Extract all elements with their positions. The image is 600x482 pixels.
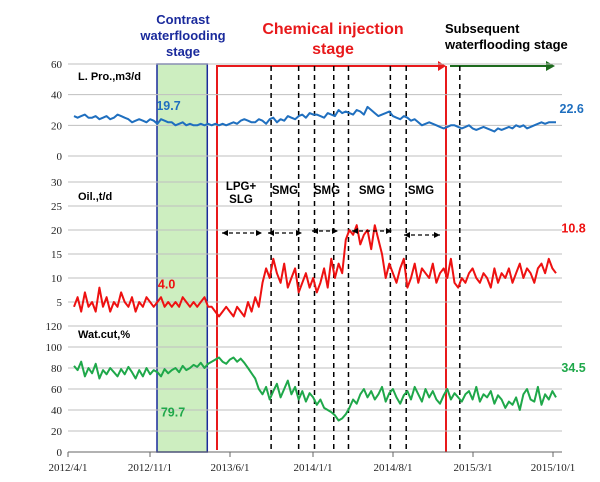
contrast-stage-title-line1: Contrast [156, 12, 210, 27]
y-tick-label: 10 [51, 273, 63, 285]
arrowhead [434, 232, 440, 238]
arrowhead [312, 228, 318, 234]
y-tick-label: 20 [51, 120, 63, 132]
series-line-liquid [73, 105, 556, 133]
contrast-stage-title-line3: stage [166, 44, 200, 59]
y-tick-label: 25 [51, 201, 63, 213]
arrowhead [256, 230, 262, 236]
x-tick-label: 2012/4/1 [48, 462, 87, 474]
arrowhead [268, 230, 274, 236]
subsequent-stage-title-line2: waterflooding stage [444, 37, 568, 52]
chemical-stage-title-line2: stage [312, 41, 354, 58]
arrowhead [296, 230, 302, 236]
series-line-watcut [73, 356, 557, 422]
arrowhead [386, 228, 392, 234]
contrast-stage-title-line2: waterflooding [139, 28, 225, 43]
panel-label-liquid: L. Pro.,m3/d [78, 71, 141, 83]
arrowhead [352, 228, 358, 234]
y-tick-label: 5 [57, 297, 63, 309]
dashed-marker-lines [270, 66, 461, 452]
segment-label-lpg-line2: SLG [229, 194, 253, 206]
segment-label-smg-3: SMG [359, 185, 385, 197]
y-tick-label: 120 [46, 321, 63, 333]
segment-arrowheads [222, 228, 440, 238]
y-tick-label: 15 [51, 249, 63, 261]
arrowhead [332, 228, 338, 234]
subsequent-stage-arrowhead [546, 61, 555, 71]
y-tick-label: 60 [51, 59, 63, 71]
value-label: 4.0 [158, 278, 175, 292]
value-label: 10.8 [561, 221, 585, 235]
x-tick-label: 2015/3/1 [453, 462, 492, 474]
segment-label-smg-2: SMG [314, 185, 340, 197]
y-tick-label: 20 [51, 426, 63, 438]
y-tick-label: 20 [51, 225, 63, 237]
chemical-stage-title-line1: Chemical injection [262, 21, 403, 38]
contrast-stage-region [156, 63, 209, 453]
value-label: 19.7 [156, 99, 180, 113]
subsequent-stage-title-line1: Subsequent [445, 21, 520, 36]
value-annotations: 19.7 22.6 4.0 10.8 79.7 34.5 [156, 99, 585, 419]
chemical-stage-arrow [216, 65, 438, 450]
y-tick-label: 0 [57, 151, 63, 163]
series-line-oil [73, 224, 557, 318]
y-tick-label: 0 [57, 447, 63, 459]
panel-label-oil: Oil.,t/d [78, 191, 112, 203]
x-tick-label: 2014/8/1 [373, 462, 412, 474]
segment-label-smg-1: SMG [272, 185, 298, 197]
y-tick-label: 40 [51, 90, 63, 102]
y-tick-label: 100 [46, 342, 63, 354]
chemical-stage-arrowhead [438, 61, 446, 71]
value-label: 34.5 [561, 361, 585, 375]
value-label: 79.7 [161, 405, 185, 419]
tick-layer: 0 20 40 60 5 10 15 20 25 30 0 20 40 60 80 100 120 2012/4/… [46, 59, 576, 474]
x-tick-label: 2013/6/1 [210, 462, 249, 474]
x-tick-label: 2015/10/1 [531, 462, 576, 474]
series-layer [73, 105, 557, 422]
panel-label-watcut: Wat.cut,% [78, 329, 130, 341]
y-tick-label: 40 [51, 405, 63, 417]
y-tick-label: 30 [51, 177, 63, 189]
segment-label-lpg-line1: LPG+ [226, 181, 257, 193]
arrowhead [404, 232, 410, 238]
arrowhead [222, 230, 228, 236]
y-tick-label: 80 [51, 363, 63, 375]
x-tick-label: 2012/11/1 [128, 462, 172, 474]
segment-label-smg-4: SMG [408, 185, 434, 197]
y-tick-label: 60 [51, 384, 63, 396]
x-tick-label: 2014/1/1 [293, 462, 332, 474]
value-label: 22.6 [560, 102, 584, 116]
